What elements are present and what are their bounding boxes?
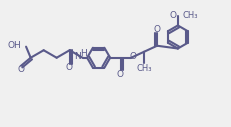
Text: N: N xyxy=(74,52,81,61)
Text: OH: OH xyxy=(7,42,21,50)
Text: O: O xyxy=(65,63,72,72)
Text: O: O xyxy=(169,11,176,20)
Text: H: H xyxy=(79,49,86,58)
Text: O: O xyxy=(152,25,159,34)
Text: O: O xyxy=(116,70,123,79)
Text: O: O xyxy=(17,65,24,74)
Text: CH₃: CH₃ xyxy=(182,11,198,20)
Text: O: O xyxy=(129,52,136,61)
Text: CH₃: CH₃ xyxy=(136,64,151,73)
